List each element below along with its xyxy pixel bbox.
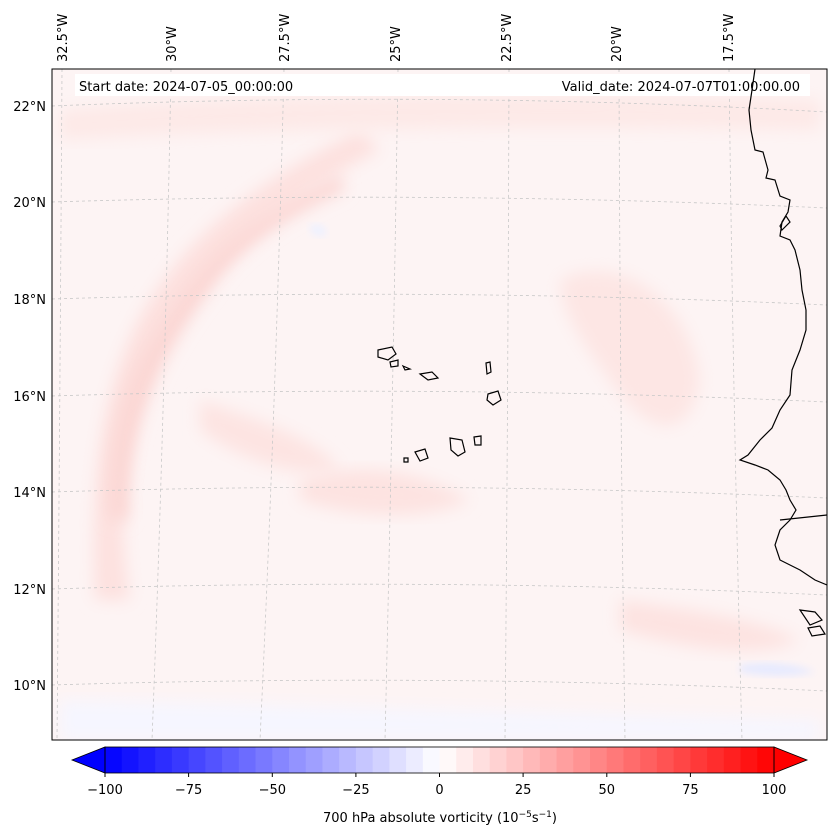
colorbar-label: 700 hPa absolute vorticity (10−5s−1) — [323, 810, 557, 826]
colorbar-tick-label: 75 — [682, 783, 699, 798]
cape-verde-islands — [377, 346, 502, 463]
colorbar-segments — [105, 747, 775, 773]
colorbar-segment — [523, 747, 541, 773]
colorbar-segment — [506, 747, 524, 773]
colorbar-tick-label: −75 — [175, 783, 202, 798]
colorbar-tick: −25 — [342, 773, 370, 798]
colorbar-extend-max — [773, 746, 809, 774]
colorbar-segment — [723, 747, 742, 773]
colorbar-segment — [372, 747, 390, 773]
colorbar-segment — [105, 747, 123, 773]
vorticity-field-features — [60, 94, 820, 740]
colorbar-segment — [188, 747, 206, 773]
lon-label: 20°W — [610, 26, 625, 62]
colorbar-tick: 75 — [682, 773, 699, 798]
colorbar-segment — [422, 747, 441, 773]
colorbar-segment — [472, 747, 491, 773]
colorbar-segment — [757, 747, 775, 773]
latitude-labels: 22°N 20°N 18°N 16°N 14°N 12°N 10°N — [13, 100, 46, 694]
lon-label: 27.5°W — [278, 14, 293, 62]
colorbar-segment — [690, 747, 708, 773]
colorbar-tick-label: −25 — [342, 783, 369, 798]
lon-label: 22.5°W — [500, 14, 515, 62]
colorbar-segment — [573, 747, 591, 773]
colorbar-segment — [355, 747, 374, 773]
colorbar-ticks: −100 −75 −50 −25 0 25 50 75 100 — [87, 773, 786, 798]
colorbar-segment — [305, 747, 324, 773]
colorbar-tick: 50 — [599, 773, 616, 798]
colorbar-segment — [439, 747, 457, 773]
colorbar-segment — [456, 747, 474, 773]
colorbar-tick-label: 100 — [762, 783, 787, 798]
lat-label: 22°N — [13, 100, 46, 115]
colorbar-segment — [406, 747, 424, 773]
colorbar-segment — [238, 747, 257, 773]
colorbar-tick-label: −50 — [259, 783, 286, 798]
lon-label: 30°W — [165, 26, 180, 62]
colorbar-segment — [205, 747, 223, 773]
colorbar-tick-label: 0 — [435, 783, 443, 798]
colorbar-segment — [606, 747, 625, 773]
header-strip — [75, 74, 810, 96]
colorbar-tick-label: 50 — [599, 783, 616, 798]
colorbar-tick: 25 — [515, 773, 532, 798]
coastline — [738, 69, 827, 637]
colorbar-segment — [707, 747, 725, 773]
colorbar-segment — [539, 747, 558, 773]
colorbar-tick: −50 — [259, 773, 286, 798]
colorbar-segment — [171, 747, 190, 773]
lat-label: 16°N — [13, 390, 46, 405]
colorbar-tick-label: 25 — [515, 783, 532, 798]
colorbar-segment — [590, 747, 608, 773]
colorbar-tick-label: −100 — [87, 783, 123, 798]
map-panel: Start date: 2024-07-05_00:00:00 Valid_da… — [13, 14, 828, 741]
colorbar-segment — [339, 747, 357, 773]
graticule — [52, 69, 827, 740]
colorbar-segment — [740, 747, 758, 773]
colorbar-segment — [556, 747, 574, 773]
lat-label: 14°N — [13, 486, 46, 501]
colorbar-extend-min — [70, 746, 106, 774]
valid-date-label: Valid_date: 2024-07-07T01:00:00.00 — [562, 80, 800, 95]
colorbar-segment — [288, 747, 307, 773]
colorbar-segment — [389, 747, 407, 773]
lat-label: 20°N — [13, 196, 46, 211]
colorbar-segment — [222, 747, 240, 773]
colorbar-segment — [255, 747, 273, 773]
colorbar-segment — [272, 747, 290, 773]
colorbar-segment — [640, 747, 658, 773]
colorbar-tick: −75 — [175, 773, 202, 798]
map-frame — [51, 68, 828, 741]
colorbar: −100 −75 −50 −25 0 25 50 75 100 700 hPa … — [70, 746, 809, 826]
colorbar-tick: 0 — [435, 773, 444, 798]
lon-label: 17.5°W — [722, 14, 737, 62]
start-date-label: Start date: 2024-07-05_00:00:00 — [79, 80, 293, 95]
colorbar-segment — [673, 747, 691, 773]
colorbar-segment — [489, 747, 508, 773]
lon-label: 32.5°W — [56, 14, 71, 62]
lon-label: 25°W — [389, 26, 404, 62]
colorbar-segment — [155, 747, 173, 773]
colorbar-segment — [322, 747, 340, 773]
lat-label: 10°N — [13, 679, 46, 694]
colorbar-segment — [656, 747, 675, 773]
colorbar-tick: −100 — [87, 773, 123, 798]
colorbar-tick: 100 — [762, 773, 787, 798]
longitude-labels: 32.5°W 30°W 27.5°W 25°W 22.5°W 20°W 17.5… — [56, 14, 737, 62]
lat-label: 12°N — [13, 583, 46, 598]
colorbar-segment — [623, 747, 641, 773]
colorbar-segment — [138, 747, 156, 773]
colorbar-segment — [121, 747, 140, 773]
lat-label: 18°N — [13, 293, 46, 308]
